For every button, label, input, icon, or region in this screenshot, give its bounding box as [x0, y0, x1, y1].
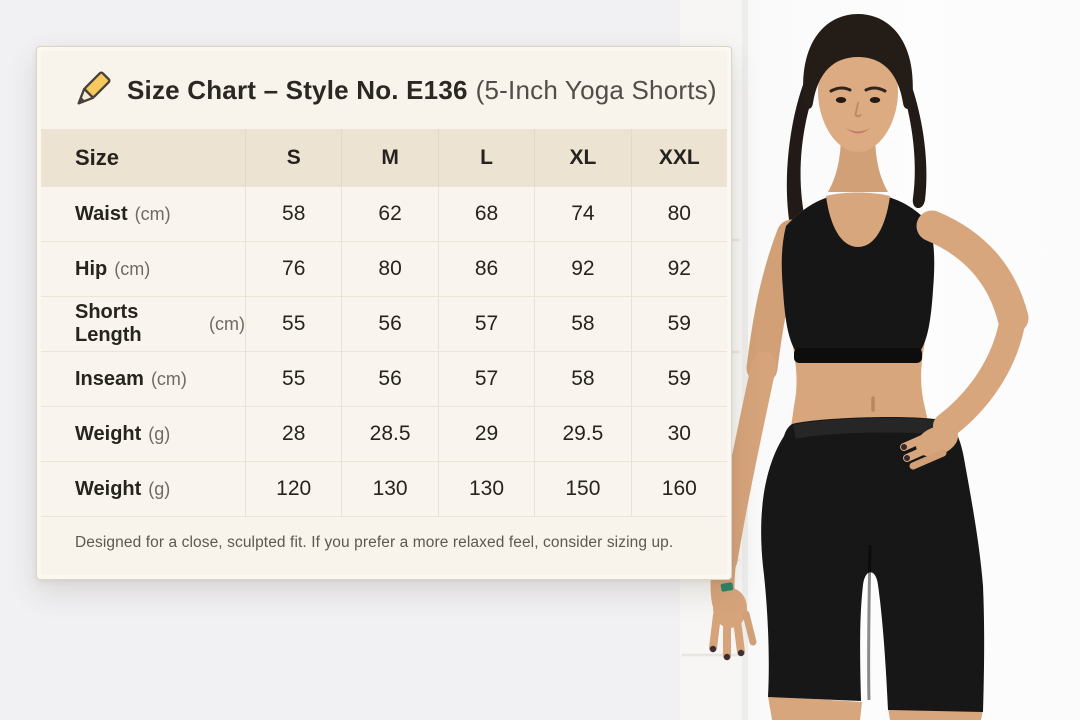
- table-cell: 150: [534, 461, 631, 516]
- table-cell: 30: [630, 406, 727, 461]
- page-title: Size Chart – Style No. E136 (5-Inch Yoga …: [127, 75, 717, 106]
- column-header-l: L: [437, 129, 535, 186]
- column-header-xxl: XXL: [630, 129, 727, 186]
- size-table: Size S M L XL XXL Waist (cm) 58 62 68 74 …: [41, 129, 727, 516]
- column-header-size: Size: [41, 129, 245, 186]
- table-cell: 28: [245, 406, 342, 461]
- table-cell: 29: [437, 406, 535, 461]
- fit-note: Designed for a close, sculpted fit. If y…: [41, 516, 727, 575]
- table-cell: 56: [341, 351, 438, 406]
- title-main: Size Chart – Style No. E136: [127, 74, 468, 105]
- row-label-inseam: Inseam (cm): [41, 351, 245, 406]
- table-cell: 68: [437, 186, 535, 241]
- table-cell: 55: [245, 296, 342, 351]
- table-cell: 58: [534, 351, 631, 406]
- table-cell: 57: [437, 296, 535, 351]
- row-label-waist: Waist (cm): [41, 186, 245, 241]
- table-cell: 58: [534, 296, 631, 351]
- table-cell: 86: [437, 241, 535, 296]
- table-cell: 80: [630, 186, 727, 241]
- model-illustration: [680, 0, 1029, 720]
- table-cell: 59: [630, 351, 727, 406]
- table-cell: 62: [341, 186, 438, 241]
- column-header-s: S: [245, 129, 342, 186]
- table-cell: 80: [341, 241, 438, 296]
- table-cell: 58: [245, 186, 342, 241]
- row-label-weight-2: Weight (g): [41, 461, 245, 516]
- size-chart-card: Size Chart – Style No. E136 (5-Inch Yoga …: [36, 46, 732, 580]
- card-header: Size Chart – Style No. E136 (5-Inch Yoga …: [41, 51, 727, 129]
- row-label-hip: Hip (cm): [41, 241, 245, 296]
- column-header-m: M: [341, 129, 438, 186]
- model-photo: [680, 0, 1080, 720]
- title-suffix: (5-Inch Yoga Shorts): [475, 74, 717, 105]
- column-header-xl: XL: [534, 129, 631, 186]
- pencil-icon: [71, 69, 113, 111]
- table-cell: 92: [630, 241, 727, 296]
- table-cell: 59: [630, 296, 727, 351]
- table-cell: 120: [245, 461, 342, 516]
- table-cell: 130: [437, 461, 535, 516]
- table-cell: 57: [437, 351, 535, 406]
- row-label-weight-1: Weight (g): [41, 406, 245, 461]
- table-cell: 55: [245, 351, 342, 406]
- hand-on-hip: [900, 425, 959, 470]
- table-cell: 56: [341, 296, 438, 351]
- table-cell: 29.5: [534, 406, 631, 461]
- table-cell: 76: [245, 241, 342, 296]
- table-cell: 28.5: [341, 406, 438, 461]
- table-cell: 92: [534, 241, 631, 296]
- table-cell: 160: [630, 461, 727, 516]
- table-cell: 74: [534, 186, 631, 241]
- row-label-shorts-length: Shorts Length (cm): [41, 296, 245, 351]
- table-cell: 130: [341, 461, 438, 516]
